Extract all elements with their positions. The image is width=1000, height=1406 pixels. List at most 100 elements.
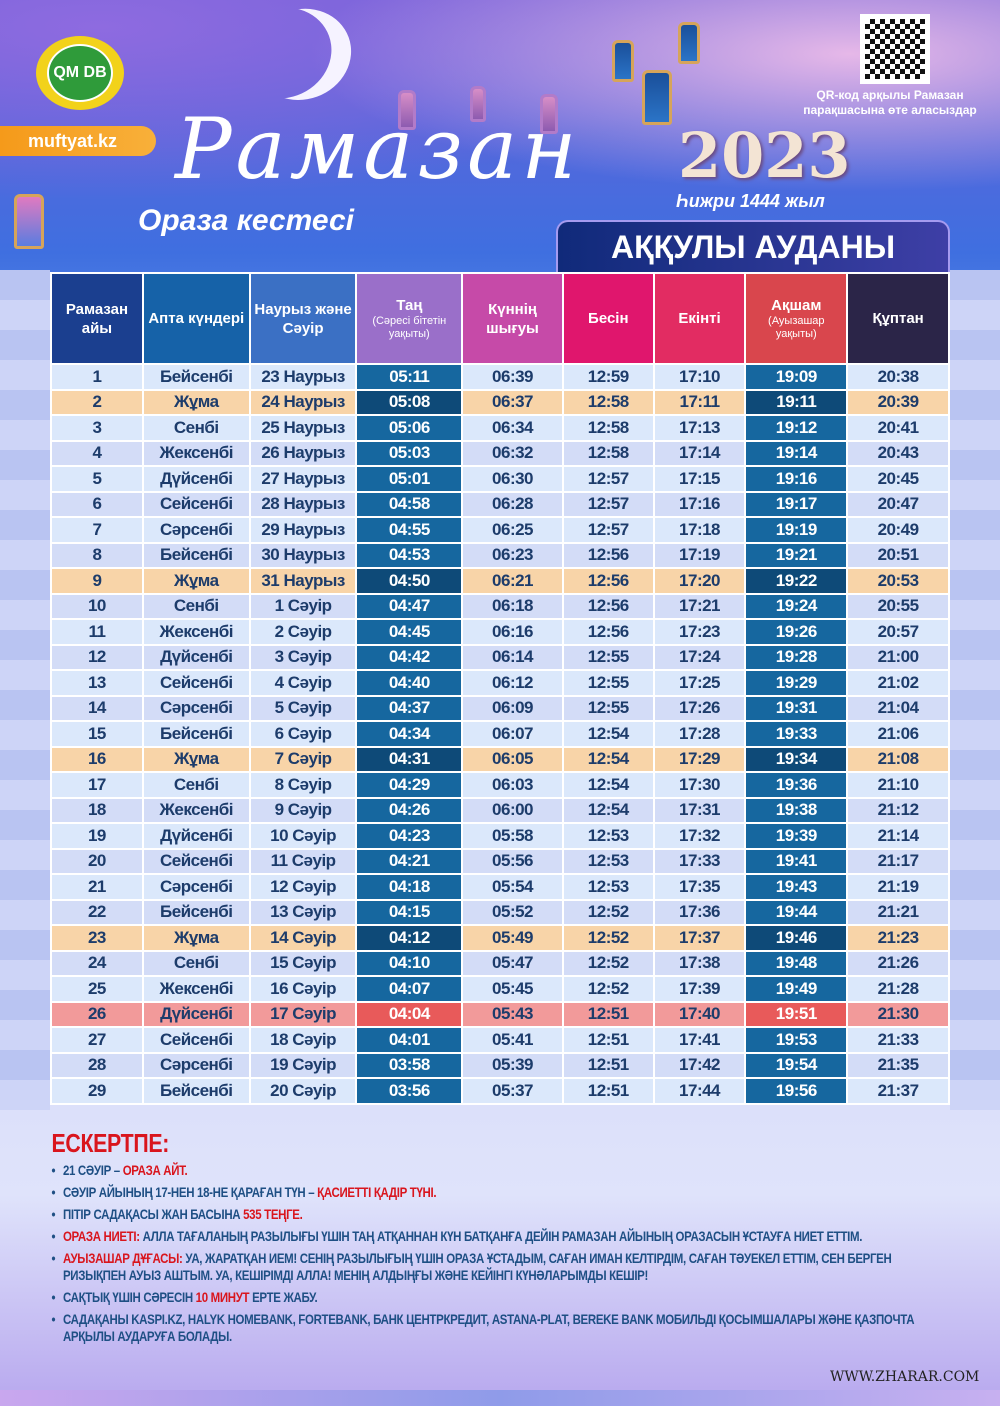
table-cell: 19:14 xyxy=(746,441,847,465)
table-cell: 5 xyxy=(52,467,142,491)
table-cell: 04:26 xyxy=(357,798,462,822)
table-cell: Жексенбі xyxy=(143,620,249,644)
table-cell: 3 xyxy=(52,416,142,440)
table-cell: 04:34 xyxy=(357,722,462,746)
column-header: Бесін xyxy=(563,274,653,363)
note-item: Сәуір айының 17-нен 18-не қараған түн – … xyxy=(51,1184,950,1201)
table-cell: 04:47 xyxy=(357,594,462,618)
table-cell: 19:54 xyxy=(746,1053,847,1077)
note-item: Ораза ниеті: Алла Тағаланың разылығы үші… xyxy=(51,1228,950,1245)
table-cell: 06:39 xyxy=(463,365,562,389)
table-cell: 21:33 xyxy=(848,1028,948,1052)
table-cell: 17:11 xyxy=(654,390,745,414)
table-cell: 28 Наурыз xyxy=(250,492,356,516)
table-row: 28 Сәрсенбі 19 Сәуір 03:58 05:39 12:51 17:42 19… xyxy=(52,1053,948,1077)
note-text: Уа, Жаратқан Ием! Сенің разылығың үшін о… xyxy=(62,1250,892,1283)
table-row: 10 Сенбі 1 Сәуір 04:47 06:18 12:56 17:21 19:24 2… xyxy=(52,594,948,618)
table-cell: 19:26 xyxy=(746,620,847,644)
table-row: 20 Сейсенбі 11 Сәуір 04:21 05:56 12:53 17:33 19… xyxy=(52,849,948,873)
table-cell: 06:32 xyxy=(463,441,562,465)
table-row: 3 Сенбі 25 Наурыз 05:06 06:34 12:58 17:13 19:12… xyxy=(52,416,948,440)
column-label: Бесін xyxy=(588,310,629,327)
note-item: Ауызашар дұғасы: Уа, Жаратқан Ием! Сенің… xyxy=(51,1250,950,1284)
table-cell: 04:04 xyxy=(357,1002,462,1026)
table-cell: 23 Наурыз xyxy=(250,365,356,389)
table-cell: 27 xyxy=(52,1028,142,1052)
table-cell: 18 Сәуір xyxy=(250,1028,356,1052)
table-cell: 04:23 xyxy=(357,824,462,848)
column-header: Екінті xyxy=(654,274,745,363)
note-text: Ораза ниеті: xyxy=(62,1228,143,1244)
table-cell: Бейсенбі xyxy=(143,365,249,389)
table-cell: 21:23 xyxy=(848,926,948,950)
district-title: АҚҚУЛЫ АУДАНЫ xyxy=(556,220,950,272)
table-cell: 17 Сәуір xyxy=(250,1002,356,1026)
hijri-year: Һижри 1444 жыл xyxy=(676,191,825,211)
table-cell: 16 Сәуір xyxy=(250,977,356,1001)
table-cell: 3 Сәуір xyxy=(250,645,356,669)
table-cell: 20:57 xyxy=(848,620,948,644)
table-cell: 19:41 xyxy=(746,849,847,873)
table-cell: 19 xyxy=(52,824,142,848)
table-cell: 7 xyxy=(52,518,142,542)
column-sublabel: (Сәресі бітетін уақыты) xyxy=(372,315,447,340)
table-cell: 19:51 xyxy=(746,1002,847,1026)
table-cell: 12:57 xyxy=(563,518,653,542)
table-row: 1 Бейсенбі 23 Наурыз 05:11 06:39 12:59 17:10 19… xyxy=(52,365,948,389)
table-cell: 19:43 xyxy=(746,875,847,899)
table-cell: 7 Сәуір xyxy=(250,747,356,771)
table-cell: Жексенбі xyxy=(143,798,249,822)
site-link[interactable]: muftyat.kz xyxy=(0,126,156,156)
note-text: Сақтық үшін сәресін xyxy=(62,1289,196,1305)
table-cell: 17:40 xyxy=(654,1002,745,1026)
table-row: 25 Жексенбі 16 Сәуір 04:07 05:45 12:52 17:39 19… xyxy=(52,977,948,1001)
footer-bar xyxy=(0,1390,1000,1406)
table-row: 2 Жұма 24 Наурыз 05:08 06:37 12:58 17:11 19:11 2… xyxy=(52,390,948,414)
table-cell: 12:52 xyxy=(563,951,653,975)
table-cell: 21:02 xyxy=(848,671,948,695)
table-cell: 19 Сәуір xyxy=(250,1053,356,1077)
table-cell: 19:16 xyxy=(746,467,847,491)
table-cell: 26 Наурыз xyxy=(250,441,356,465)
table-row: 8 Бейсенбі 30 Наурыз 04:53 06:23 12:56 17:19 19… xyxy=(52,543,948,567)
table-cell: 06:21 xyxy=(463,569,562,593)
table-cell: 21 xyxy=(52,875,142,899)
table-cell: 21:30 xyxy=(848,1002,948,1026)
table-cell: Дүйсенбі xyxy=(143,467,249,491)
table-row: 19 Дүйсенбі 10 Сәуір 04:23 05:58 12:53 17:32 19… xyxy=(52,824,948,848)
table-cell: 11 Сәуір xyxy=(250,849,356,873)
table-cell: Бейсенбі xyxy=(143,543,249,567)
table-cell: 19:39 xyxy=(746,824,847,848)
table-cell: 20:53 xyxy=(848,569,948,593)
qr-code[interactable] xyxy=(860,14,930,84)
note-text: Садақаны Kaspi.kz, Halyk Homebank, Forte… xyxy=(62,1311,915,1344)
table-cell: 12:53 xyxy=(563,849,653,873)
note-item: Сақтық үшін сәресін 10 минут ерте жабу. xyxy=(51,1289,950,1306)
table-row: 27 Сейсенбі 18 Сәуір 04:01 05:41 12:51 17:41 19… xyxy=(52,1028,948,1052)
table-cell: Жексенбі xyxy=(143,977,249,1001)
table-cell: 17:26 xyxy=(654,696,745,720)
note-text: ерте жабу. xyxy=(249,1289,318,1305)
table-cell: 06:00 xyxy=(463,798,562,822)
table-cell: 19:56 xyxy=(746,1079,847,1103)
table-cell: 03:58 xyxy=(357,1053,462,1077)
table-cell: 27 Наурыз xyxy=(250,467,356,491)
table-cell: Сәрсенбі xyxy=(143,1053,249,1077)
table-cell: 20:38 xyxy=(848,365,948,389)
table-cell: 17:31 xyxy=(654,798,745,822)
table-cell: 21:06 xyxy=(848,722,948,746)
table-row: 22 Бейсенбі 13 Сәуір 04:15 05:52 12:52 17:36 19… xyxy=(52,900,948,924)
table-cell: 17:13 xyxy=(654,416,745,440)
table-cell: 04:58 xyxy=(357,492,462,516)
logo-text: QM DB xyxy=(47,44,113,102)
table-row: 13 Сейсенбі 4 Сәуір 04:40 06:12 12:55 17:25 19:… xyxy=(52,671,948,695)
table-cell: 20:49 xyxy=(848,518,948,542)
table-cell: 21:00 xyxy=(848,645,948,669)
table-cell: Сенбі xyxy=(143,416,249,440)
table-cell: Жексенбі xyxy=(143,441,249,465)
column-label: Құптан xyxy=(872,310,924,327)
column-header: Күннің шығуы xyxy=(463,274,562,363)
table-cell: 18 xyxy=(52,798,142,822)
table-cell: 13 Сәуір xyxy=(250,900,356,924)
table-header: Рамазан айы Апта күндері Наурыз және Сәуір… xyxy=(52,274,948,363)
